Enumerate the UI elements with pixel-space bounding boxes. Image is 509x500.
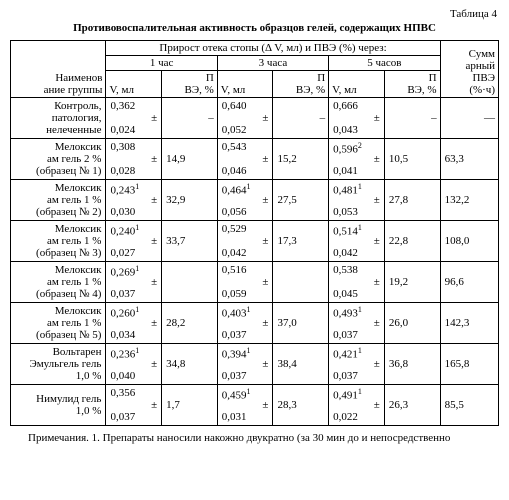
cell-group: Мелоксикам гель 1 % (образец № 5) (11, 303, 106, 344)
cell-pve: 22,8 (384, 221, 440, 262)
th-3h: 3 часа (217, 56, 328, 71)
cell-sum: 108,0 (440, 221, 498, 262)
cell-pve: 19,2 (384, 262, 440, 303)
cell-value: 0,2361±0,040 (106, 344, 162, 385)
cell-group: Мелоксикам гель 2 % (образец № 1) (11, 139, 106, 180)
cell-pve: 36,8 (384, 344, 440, 385)
table-row: Мелоксикам гель 1 % (образец № 4)0,2691±… (11, 262, 499, 303)
cell-pve: 27,8 (384, 180, 440, 221)
cell-pve (273, 262, 329, 303)
cell-sum: — (440, 98, 498, 139)
th-v1: V, мл (106, 71, 162, 98)
table-row: Мелоксикам гель 2 % (образец № 1)0,308±0… (11, 139, 499, 180)
cell-group: Мелоксикам гель 1 % (образец № 2) (11, 180, 106, 221)
cell-pve: 37,0 (273, 303, 329, 344)
th-span: Прирост отека стопы (Δ V, мл) и ПВЭ (%) … (106, 41, 440, 56)
cell-value: 0,4811±0,053 (329, 180, 385, 221)
cell-group: Вольтарен Эмульгель гель 1,0 % (11, 344, 106, 385)
cell-group: Мелоксикам гель 1 % (образец № 4) (11, 262, 106, 303)
cell-value: 0,4211±0,037 (329, 344, 385, 385)
cell-pve: 26,0 (384, 303, 440, 344)
table-title: Противовоспалительная активность образцо… (10, 22, 499, 34)
cell-value: 0,529±0,042 (217, 221, 273, 262)
cell-value: 0,516±0,059 (217, 262, 273, 303)
cell-sum: 85,5 (440, 385, 498, 426)
cell-pve: 27,5 (273, 180, 329, 221)
cell-value: 0,356±0,037 (106, 385, 162, 426)
cell-value: 0,543±0,046 (217, 139, 273, 180)
cell-pve: 34,8 (162, 344, 218, 385)
cell-value: 0,538±0,045 (329, 262, 385, 303)
th-1h: 1 час (106, 56, 217, 71)
cell-pve: 38,4 (273, 344, 329, 385)
cell-pve: 14,9 (162, 139, 218, 180)
cell-value: 0,5962±0,041 (329, 139, 385, 180)
cell-pve: 1,7 (162, 385, 218, 426)
cell-group: Мелоксикам гель 1 % (образец № 3) (11, 221, 106, 262)
table-row: Нимулид гель1,0 %0,356±0,0371,70,4591±0,… (11, 385, 499, 426)
cell-pve: – (162, 98, 218, 139)
footnote: Примечания. 1. Препараты наносили накожн… (10, 432, 499, 444)
cell-sum: 165,8 (440, 344, 498, 385)
th-p1: ПВЭ, % (162, 71, 218, 98)
th-sum: СуммарныйПВЭ(%·ч) (440, 41, 498, 98)
cell-group: Нимулид гель1,0 % (11, 385, 106, 426)
data-table: Наименование группы Прирост отека стопы … (10, 40, 499, 426)
th-5h: 5 часов (329, 56, 440, 71)
cell-sum: 96,6 (440, 262, 498, 303)
cell-value: 0,3941±0,037 (217, 344, 273, 385)
cell-pve: 10,5 (384, 139, 440, 180)
cell-value: 0,4911±0,022 (329, 385, 385, 426)
cell-pve (162, 262, 218, 303)
table-row: Контроль, патология, нелеченные0,362±0,0… (11, 98, 499, 139)
cell-value: 0,362±0,024 (106, 98, 162, 139)
cell-sum: 142,3 (440, 303, 498, 344)
cell-value: 0,640±0,052 (217, 98, 273, 139)
cell-pve: 26,3 (384, 385, 440, 426)
cell-pve: – (273, 98, 329, 139)
cell-group: Контроль, патология, нелеченные (11, 98, 106, 139)
table-row: Мелоксикам гель 1 % (образец № 5)0,2601±… (11, 303, 499, 344)
th-p5: ПВЭ, % (384, 71, 440, 98)
cell-value: 0,4641±0,056 (217, 180, 273, 221)
cell-pve: 33,7 (162, 221, 218, 262)
cell-value: 0,2401±0,027 (106, 221, 162, 262)
th-group: Наименование группы (11, 41, 106, 98)
cell-value: 0,308±0,028 (106, 139, 162, 180)
th-v5: V, мл (329, 71, 385, 98)
cell-pve: 28,2 (162, 303, 218, 344)
cell-value: 0,2691±0,037 (106, 262, 162, 303)
cell-pve: 17,3 (273, 221, 329, 262)
cell-value: 0,5141±0,042 (329, 221, 385, 262)
table-row: Мелоксикам гель 1 % (образец № 2)0,2431±… (11, 180, 499, 221)
cell-sum: 132,2 (440, 180, 498, 221)
cell-value: 0,4931±0,037 (329, 303, 385, 344)
cell-pve: 28,3 (273, 385, 329, 426)
cell-sum: 63,3 (440, 139, 498, 180)
cell-value: 0,2431±0,030 (106, 180, 162, 221)
cell-value: 0,4591±0,031 (217, 385, 273, 426)
cell-pve: – (384, 98, 440, 139)
th-v3: V, мл (217, 71, 273, 98)
table-label: Таблица 4 (10, 8, 497, 20)
cell-pve: 15,2 (273, 139, 329, 180)
cell-value: 0,4031±0,037 (217, 303, 273, 344)
table-row: Мелоксикам гель 1 % (образец № 3)0,2401±… (11, 221, 499, 262)
cell-pve: 32,9 (162, 180, 218, 221)
cell-value: 0,666±0,043 (329, 98, 385, 139)
cell-value: 0,2601±0,034 (106, 303, 162, 344)
th-p3: ПВЭ, % (273, 71, 329, 98)
table-row: Вольтарен Эмульгель гель 1,0 %0,2361±0,0… (11, 344, 499, 385)
